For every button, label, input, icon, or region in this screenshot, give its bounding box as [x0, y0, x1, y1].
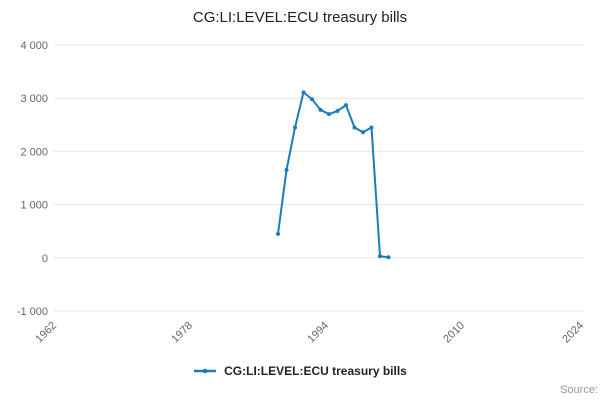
x-axis-labels: 1962 1978 1994 2010 2024 — [33, 320, 586, 346]
svg-text:2024: 2024 — [560, 320, 586, 346]
chart-title: CG:LI:LEVEL:ECU treasury bills — [192, 9, 408, 26]
svg-text:-1 000: -1 000 — [17, 306, 48, 318]
y-axis-labels: -1 000 0 1 000 2 000 3 000 4 000 — [17, 40, 48, 318]
legend-label[interactable]: CG:LI:LEVEL:ECU treasury bills — [224, 364, 407, 378]
svg-text:1962: 1962 — [33, 320, 59, 346]
svg-text:2010: 2010 — [441, 320, 467, 346]
svg-text:1978: 1978 — [169, 320, 195, 346]
svg-text:1994: 1994 — [305, 320, 331, 346]
svg-text:2 000: 2 000 — [20, 146, 48, 158]
data-point-markers — [276, 90, 391, 260]
line-chart: -1 000 0 1 000 2 000 3 000 4 000 1962 1978 1994 2… — [17, 40, 586, 346]
series-ecu-treasury-bills[interactable] — [276, 90, 391, 260]
svg-text:1 000: 1 000 — [20, 200, 48, 212]
svg-text:0: 0 — [42, 253, 48, 265]
legend[interactable]: CG:LI:LEVEL:ECU treasury bills — [0, 362, 600, 380]
source-label: Source: — [560, 384, 598, 396]
svg-text:4 000: 4 000 — [20, 40, 48, 52]
legend-line-marker — [194, 368, 217, 374]
svg-text:3 000: 3 000 — [20, 93, 48, 105]
data-line — [277, 91, 390, 259]
gridlines — [54, 44, 584, 312]
